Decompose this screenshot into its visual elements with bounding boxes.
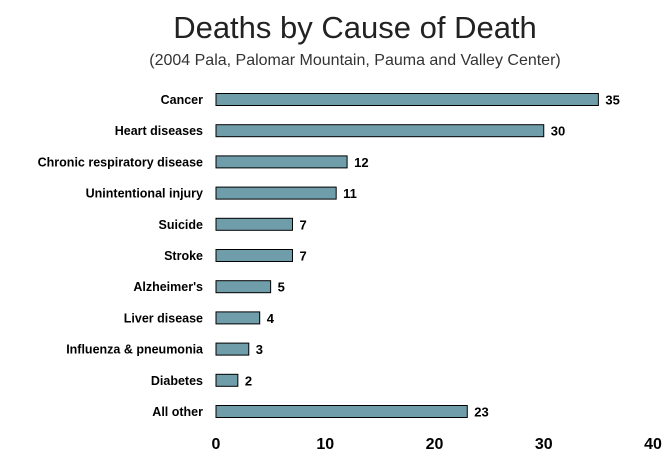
bar (215, 373, 239, 387)
chart-title: Deaths by Cause of Death (173, 10, 537, 45)
category-label: Influenza & pneumonia (66, 343, 204, 357)
bar (215, 311, 261, 325)
x-tick-label: 10 (316, 436, 334, 453)
data-label: 5 (278, 280, 285, 295)
data-label: 35 (605, 93, 619, 108)
bar (215, 405, 468, 418)
bar (215, 186, 337, 200)
data-label: 30 (551, 124, 565, 139)
category-label: Diabetes (151, 374, 203, 388)
category-label: All other (152, 405, 203, 419)
bar (215, 249, 293, 262)
chart-subtitle: (2004 Pala, Palomar Mountain, Pauma and … (149, 52, 560, 69)
category-label: Cancer (161, 93, 204, 107)
x-tick-label: 20 (426, 436, 444, 453)
category-label: Chronic respiratory disease (38, 155, 203, 169)
category-label: Suicide (159, 218, 204, 232)
x-tick-label: 0 (212, 436, 221, 453)
x-tick-label: 30 (535, 436, 553, 453)
bar (215, 280, 272, 294)
data-label: 3 (256, 342, 263, 357)
bar (215, 342, 250, 356)
category-label: Alzheimer's (133, 280, 203, 294)
bar (215, 155, 348, 169)
bar (215, 217, 293, 231)
category-label: Unintentional injury (86, 187, 203, 201)
x-tick-label: 40 (644, 436, 662, 453)
data-label: 7 (299, 249, 306, 264)
bar (215, 124, 545, 138)
data-label: 23 (474, 405, 488, 420)
data-label: 7 (299, 217, 306, 232)
category-label: Heart diseases (115, 124, 203, 138)
data-label: 11 (343, 186, 357, 201)
category-label: Liver disease (124, 311, 203, 325)
bar (215, 93, 599, 106)
data-label: 4 (267, 311, 275, 326)
data-label: 12 (354, 155, 368, 170)
category-label: Stroke (164, 249, 203, 263)
data-label: 2 (245, 373, 252, 388)
